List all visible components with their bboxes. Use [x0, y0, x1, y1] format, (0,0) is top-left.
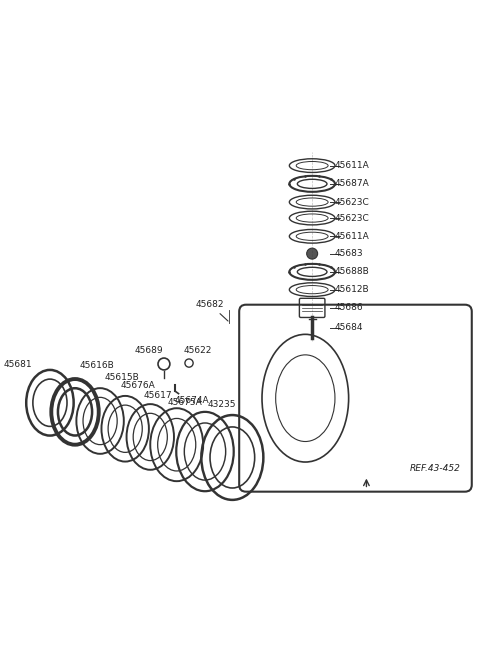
Text: 45688B: 45688B [335, 267, 370, 276]
Text: 45687A: 45687A [335, 179, 370, 189]
Text: 45617: 45617 [144, 390, 172, 400]
Text: 45681: 45681 [3, 360, 32, 369]
Text: 45611A: 45611A [335, 232, 370, 241]
Text: 45612B: 45612B [335, 285, 370, 294]
Text: 45623C: 45623C [335, 214, 370, 223]
Text: 45682: 45682 [196, 300, 228, 321]
Text: 45675A: 45675A [168, 398, 203, 407]
Text: 45615B: 45615B [105, 373, 139, 383]
Text: 45683: 45683 [335, 249, 363, 258]
Text: 45674A: 45674A [174, 396, 209, 405]
Text: 45616B: 45616B [80, 361, 114, 370]
Text: REF.43-452: REF.43-452 [409, 464, 460, 474]
Circle shape [307, 248, 318, 259]
Text: 45611A: 45611A [335, 161, 370, 170]
Text: 45689: 45689 [134, 346, 163, 355]
Text: 45684: 45684 [335, 323, 363, 332]
Text: 43235: 43235 [207, 400, 236, 409]
Text: 45686: 45686 [335, 303, 363, 312]
Text: 45622: 45622 [183, 346, 212, 355]
Text: 45676A: 45676A [120, 381, 156, 390]
Text: 45623C: 45623C [335, 198, 370, 206]
